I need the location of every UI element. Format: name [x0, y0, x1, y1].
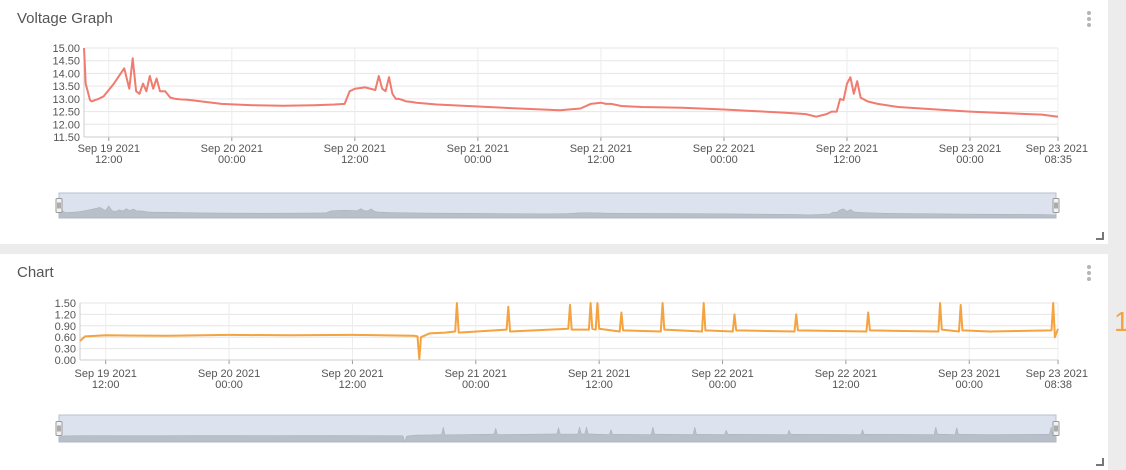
- navigator-handle-body: [55, 198, 63, 213]
- x-tick-label: 12:00: [341, 154, 369, 166]
- chart-panel: Chart 1.50 1.20 0.90 0.60 0.30 0.00 Sep 19 202…: [0, 254, 1108, 470]
- navigator-handle-body: [1052, 421, 1060, 436]
- voltage-graph-panel: Voltage Graph 15.00 14.50 14.00 13.50 13.00 1…: [0, 0, 1108, 244]
- x-tick-label: 12:00: [92, 379, 120, 391]
- x-tick-label: Sep 21 2021: [570, 143, 632, 155]
- x-tick-label: Sep 23 2021: [938, 368, 1000, 380]
- x-tick-label: Sep 21 2021: [445, 368, 507, 380]
- x-tick-label: 00:00: [215, 379, 243, 391]
- x-tick-label: 00:00: [956, 154, 984, 166]
- x-tick-label: Sep 20 2021: [201, 143, 263, 155]
- y-tick-label: 1.50: [55, 298, 76, 310]
- resize-handle-icon[interactable]: [1096, 232, 1104, 240]
- x-tick-label: 00:00: [955, 379, 983, 391]
- navigator-handle-body: [1052, 198, 1060, 213]
- y-tick-label: 13.00: [52, 94, 80, 106]
- y-tick-label: 13.50: [52, 81, 80, 93]
- navigator-right-handle-icon[interactable]: [1052, 421, 1060, 436]
- x-tick-label: 12:00: [585, 379, 613, 391]
- y-tick-label: 11.50: [53, 132, 80, 144]
- navigator-series: [58, 426, 1057, 443]
- x-tick-label: 12:00: [95, 154, 123, 166]
- x-tick-label: Sep 19 2021: [75, 368, 137, 380]
- resize-handle-icon[interactable]: [1096, 458, 1104, 466]
- x-tick-label: Sep 20 2021: [321, 368, 383, 380]
- y-tick-label: 0.30: [55, 344, 76, 356]
- navigator-right-handle-icon[interactable]: [1052, 198, 1060, 213]
- x-tick-label: 12:00: [833, 154, 861, 166]
- voltage-graph-title: Voltage Graph: [17, 10, 113, 27]
- series-line: [83, 47, 1059, 118]
- x-tick-label: 00:00: [462, 379, 490, 391]
- navigator-series: [58, 204, 1057, 219]
- x-tick-label: 12:00: [832, 379, 860, 391]
- y-tick-label: 0.90: [55, 321, 76, 333]
- y-tick-label: 14.00: [52, 68, 80, 80]
- x-tick-label: Sep 23 2021: [939, 143, 1001, 155]
- x-tick-label: Sep 19 2021: [78, 143, 140, 155]
- x-tick-label: Sep 20 2021: [198, 368, 260, 380]
- y-tick-label: 15.00: [52, 43, 80, 55]
- x-tick-label: Sep 21 2021: [447, 143, 509, 155]
- navigator-left-handle-icon[interactable]: [55, 421, 63, 436]
- x-tick-label: 00:00: [710, 154, 738, 166]
- x-tick-label: 08:35: [1044, 154, 1072, 166]
- x-tick-label: Sep 21 2021: [568, 368, 630, 380]
- y-tick-label: 12.00: [52, 119, 80, 131]
- x-tick-label: 00:00: [709, 379, 737, 391]
- x-tick-label: Sep 22 2021: [693, 143, 755, 155]
- chart-root: 15.0014.5014.0013.5013.0012.5012.0011.50…: [52, 43, 1088, 219]
- panel-menu-icon[interactable]: [1086, 11, 1092, 29]
- x-tick-label: 00:00: [218, 154, 246, 166]
- navigator-left-handle-icon[interactable]: [55, 198, 63, 213]
- x-tick-label: Sep 23 2021: [1026, 143, 1088, 155]
- series-line: [79, 302, 1059, 361]
- x-tick-label: Sep 22 2021: [691, 368, 753, 380]
- x-tick-label: Sep 23 2021: [1026, 368, 1088, 380]
- x-tick-label: 12:00: [587, 154, 615, 166]
- x-tick-label: Sep 20 2021: [324, 143, 386, 155]
- y-tick-label: 0.60: [55, 332, 76, 344]
- panel-menu-icon[interactable]: [1086, 265, 1092, 283]
- x-tick-label: 08:38: [1044, 379, 1072, 391]
- y-tick-label: 0.00: [55, 355, 76, 367]
- voltage-chart[interactable]: 15.0014.5014.0013.5013.0012.5012.0011.50…: [0, 0, 1108, 244]
- x-tick-label: 00:00: [464, 154, 492, 166]
- chart-title: Chart: [17, 264, 54, 281]
- navigator-handle-body: [55, 421, 63, 436]
- y-tick-label: 12.50: [52, 107, 80, 119]
- x-tick-label: Sep 22 2021: [815, 368, 877, 380]
- x-tick-label: Sep 22 2021: [816, 143, 878, 155]
- x-tick-label: 12:00: [339, 379, 367, 391]
- y-tick-label: 1.20: [55, 309, 76, 321]
- y-tick-label: 14.50: [52, 56, 80, 68]
- edge-glyph: 1: [1114, 306, 1126, 337]
